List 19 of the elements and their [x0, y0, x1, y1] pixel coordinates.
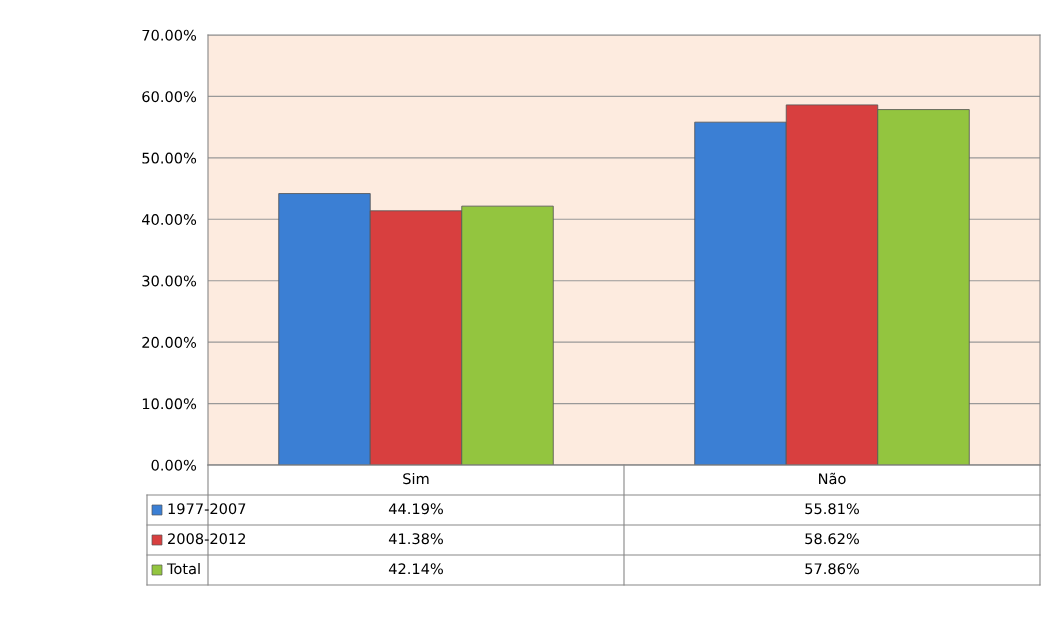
- y-tick-label: 60.00%: [142, 91, 197, 103]
- text: 44.19%: [388, 503, 443, 515]
- y-tick-label: 70.00%: [142, 29, 197, 41]
- legend-label: Total: [166, 562, 200, 575]
- y-tick-label: 50.00%: [142, 152, 197, 164]
- x-tick-label: Não: [819, 472, 846, 485]
- y-tick-label: 0.00%: [151, 459, 197, 471]
- text: 55.81%: [805, 503, 859, 515]
- y-tick-label: 10.00%: [142, 398, 197, 410]
- y-tick-label: 30.00%: [142, 275, 197, 287]
- text: 42.14%: [388, 563, 443, 575]
- x-tick-label: Sim: [403, 472, 429, 485]
- y-tick-label: 20.00%: [142, 336, 197, 348]
- legend-label: 1977-2007: [168, 503, 246, 515]
- text: 57.86%: [805, 563, 859, 575]
- legend-label: 2008-2012: [168, 533, 246, 545]
- text: 41.38%: [388, 533, 443, 545]
- text: 58.62%: [805, 533, 859, 545]
- y-tick-label: 40.00%: [142, 214, 197, 226]
